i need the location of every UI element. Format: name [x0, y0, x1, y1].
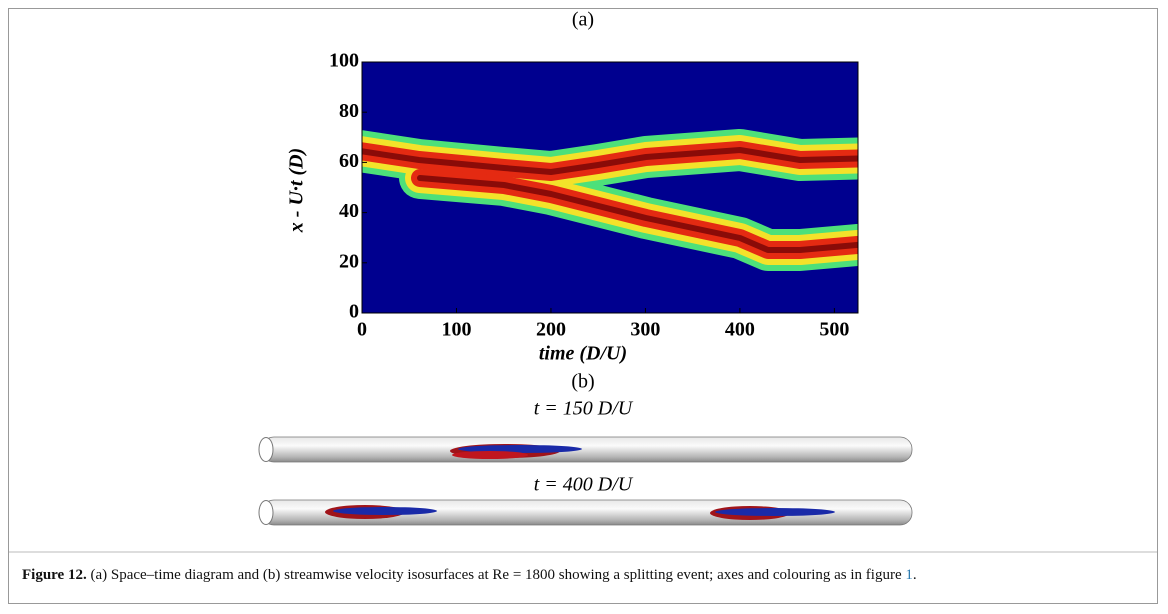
snapshot-label: t = 400 D/U [534, 474, 634, 496]
caption-end: . [912, 567, 917, 583]
y-tick-label: 40 [339, 200, 359, 222]
y-tick-label: 20 [339, 250, 359, 272]
figure-frame [8, 8, 1158, 604]
x-tick-label: 300 [630, 319, 660, 341]
panel-label: (a) [572, 9, 594, 31]
y-tick-label: 100 [329, 50, 359, 72]
figure-link[interactable]: 1 [905, 567, 913, 583]
caption-text: (a) Space–time diagram and (b) streamwis… [90, 567, 906, 583]
x-tick-label: 200 [536, 319, 566, 341]
x-tick-label: 400 [725, 319, 755, 341]
x-tick-label: 0 [357, 319, 367, 341]
x-tick-label: 100 [441, 319, 471, 341]
heatmap [362, 62, 858, 313]
caption-label: Figure 12. [22, 567, 87, 583]
y-tick-label: 80 [339, 100, 359, 122]
pipe [258, 499, 913, 526]
y-axis-label: x - U·t (D) [286, 148, 308, 233]
x-axis-label: time (D/U) [539, 343, 627, 365]
snapshot-label: t = 150 D/U [534, 398, 634, 420]
x-tick-label: 500 [819, 319, 849, 341]
panel-label: (b) [571, 371, 594, 393]
y-tick-label: 0 [349, 301, 359, 323]
caption: Figure 12. (a) Space–time diagram and (b… [22, 565, 1137, 585]
pipe [258, 436, 913, 463]
y-tick-label: 60 [339, 150, 359, 172]
plot-border [361, 61, 859, 314]
